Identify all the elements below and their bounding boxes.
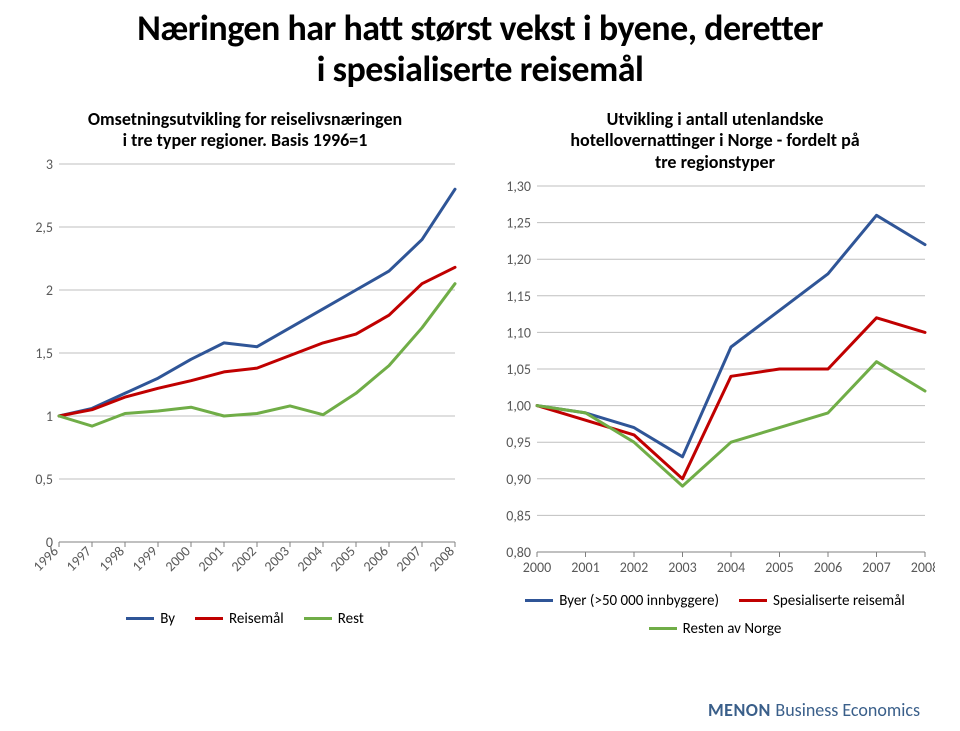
svg-text:3: 3	[46, 158, 53, 173]
right-chart-title-l2: hotellovernattinger i Norge - fordelt på	[570, 129, 859, 151]
right-chart-block: Utvikling i antall utenlandske hotellove…	[490, 109, 940, 638]
left-chart-title-l1: Omsetningsutvikling for reiselivsnæringe…	[88, 108, 402, 130]
left-chart-block: Omsetningsutvikling for reiselivsnæringe…	[20, 109, 470, 638]
svg-text:2004: 2004	[717, 559, 745, 576]
right-chart-legend: Byer (>50 000 innbyggere) Spesialiserte r…	[490, 592, 940, 638]
svg-text:0,95: 0,95	[506, 434, 531, 451]
svg-text:0,85: 0,85	[506, 507, 531, 524]
svg-text:2,5: 2,5	[35, 219, 53, 236]
svg-text:0,5: 0,5	[35, 471, 53, 488]
right-chart-title: Utvikling i antall utenlandske hotellove…	[570, 109, 859, 174]
right-chart-title-l3: tre regionstyper	[655, 151, 775, 173]
svg-text:2005: 2005	[765, 559, 793, 576]
svg-text:1998: 1998	[96, 543, 128, 575]
svg-text:1: 1	[46, 408, 53, 425]
svg-text:2002: 2002	[620, 559, 648, 576]
svg-text:2000: 2000	[162, 543, 194, 575]
legend-item: Rest	[304, 610, 364, 628]
footer-menon: MENON	[708, 699, 775, 721]
svg-text:1,30: 1,30	[506, 180, 531, 195]
footer-brand: MENON Business Economics	[708, 699, 920, 721]
left-chart-legend: By Reisemål Rest	[126, 610, 364, 628]
legend-item: Reisemål	[195, 610, 284, 628]
legend-item: Spesialiserte reisemål	[739, 592, 905, 610]
page-title: Næringen har hatt størst vekst i byene, …	[20, 8, 940, 91]
right-chart-svg: 0,800,850,900,951,001,051,101,151,201,25…	[495, 180, 935, 580]
title-line-1: Næringen har hatt størst vekst i byene, …	[137, 6, 823, 50]
svg-text:2001: 2001	[195, 543, 227, 575]
left-chart-title-l2: i tre typer regioner. Basis 1996=1	[123, 129, 368, 151]
legend-label: By	[160, 610, 175, 628]
svg-text:2003: 2003	[668, 559, 696, 576]
svg-text:2005: 2005	[327, 543, 359, 575]
left-chart-title: Omsetningsutvikling for reiselivsnæringe…	[88, 109, 402, 152]
svg-text:2002: 2002	[228, 543, 260, 575]
svg-text:1997: 1997	[63, 543, 95, 575]
title-line-2: i spesialiserte reisemål	[317, 47, 644, 91]
legend-swatch	[126, 617, 154, 620]
legend-item: Resten av Norge	[649, 620, 782, 638]
legend-label: Byer (>50 000 innbyggere)	[559, 592, 719, 610]
legend-swatch	[195, 617, 223, 620]
legend-label: Resten av Norge	[683, 620, 782, 638]
svg-text:2000: 2000	[523, 559, 551, 576]
svg-text:1,15: 1,15	[506, 287, 531, 304]
svg-text:1,20: 1,20	[506, 251, 531, 268]
svg-text:2004: 2004	[294, 543, 326, 575]
svg-text:2007: 2007	[393, 543, 425, 575]
legend-label: Rest	[338, 610, 364, 628]
slide-page: Næringen har hatt størst vekst i byene, …	[0, 0, 960, 731]
legend-item: Byer (>50 000 innbyggere)	[525, 592, 719, 610]
svg-text:2003: 2003	[261, 543, 293, 575]
svg-text:1996: 1996	[30, 543, 62, 575]
svg-text:1,00: 1,00	[506, 397, 531, 414]
svg-text:1,05: 1,05	[506, 361, 531, 378]
svg-text:2001: 2001	[571, 559, 599, 576]
legend-swatch	[525, 599, 553, 602]
footer-biz: Business Economics	[775, 699, 920, 721]
right-chart-title-l1: Utvikling i antall utenlandske	[607, 108, 824, 130]
legend-label: Reisemål	[229, 610, 284, 628]
svg-text:2008: 2008	[426, 543, 458, 575]
charts-row: Omsetningsutvikling for reiselivsnæringe…	[20, 109, 940, 638]
legend-swatch	[649, 627, 677, 630]
svg-text:2: 2	[46, 282, 53, 299]
left-chart-svg: 00,511,522,53199619971998199920002001200…	[25, 158, 465, 598]
svg-text:2006: 2006	[814, 559, 842, 576]
svg-text:1,25: 1,25	[506, 214, 531, 231]
svg-text:1,5: 1,5	[35, 345, 53, 362]
legend-item: By	[126, 610, 175, 628]
svg-text:2008: 2008	[911, 559, 935, 576]
legend-label: Spesialiserte reisemål	[773, 592, 905, 610]
svg-text:2007: 2007	[862, 559, 890, 576]
svg-text:1,10: 1,10	[506, 324, 531, 341]
legend-swatch	[739, 599, 767, 602]
legend-swatch	[304, 617, 332, 620]
svg-text:1999: 1999	[129, 543, 161, 575]
svg-text:0,90: 0,90	[506, 470, 531, 487]
svg-text:2006: 2006	[360, 543, 392, 575]
